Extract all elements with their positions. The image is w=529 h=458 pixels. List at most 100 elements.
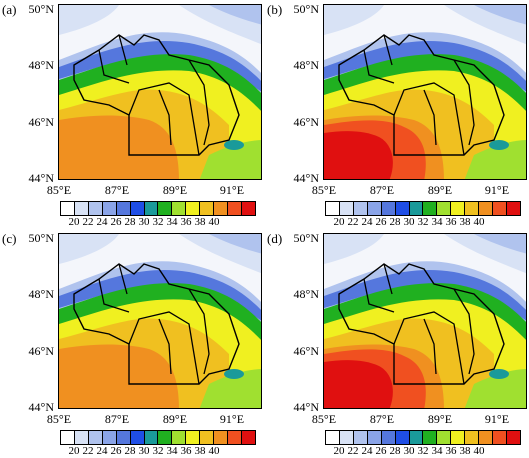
lon-label-91: 91°E [484,412,510,426]
panel-label: (c) [2,231,17,246]
colorbar-tick-label: 20 [333,445,345,457]
colorbar-tick-label: 22 [82,216,94,228]
colorbar-tick-label: 30 [138,216,150,228]
colorbar-tick-label: 36 [445,216,457,228]
colorbar-swatch [437,431,452,444]
colorbar-swatch [158,202,173,215]
colorbar-swatch [451,202,466,215]
colorbar-tick-label: 38 [459,216,471,228]
colorbar-swatch [172,431,187,444]
colorbar-swatch [214,431,229,444]
colorbar-swatch [437,202,452,215]
panel-b: (b) 50°N 48°N 46°N 44°N 85°E 87°E 89°E 9… [265,0,529,229]
colorbar-ticks: 20 22 24 26 28 30 32 34 36 38 40 [67,445,221,457]
colorbar-swatch [186,431,201,444]
colorbar-swatch [409,431,424,444]
map-field [59,234,261,408]
colorbar-swatch [479,431,494,444]
colorbar-tick-label: 28 [389,216,401,228]
lat-label-50: 50°N [293,2,319,16]
colorbar-swatch [88,431,103,444]
colorbar-swatch [381,431,396,444]
colorbar-swatch [228,431,242,444]
colorbar-swatch [367,202,382,215]
colorbar-swatch [326,202,340,215]
lat-label-48: 48°N [293,58,319,72]
colorbar-tick-label: 34 [431,216,443,228]
colorbar-tick-label: 34 [166,445,178,457]
map-field [59,5,261,179]
colorbar [325,430,521,445]
map-c [58,233,262,409]
colorbar-swatch [116,202,131,215]
colorbar-ticks: 20 22 24 26 28 30 32 34 36 38 40 [332,216,486,228]
lat-label-44: 44°N [28,400,54,414]
colorbar-tick-label: 28 [389,445,401,457]
lon-label-87: 87°E [369,412,395,426]
map-field [324,5,526,179]
colorbar-tick-label: 22 [347,216,359,228]
colorbar-tick-label: 24 [96,445,108,457]
colorbar-swatch [172,202,187,215]
colorbar-swatch [200,431,215,444]
lon-label-91: 91°E [219,183,245,197]
lon-label-89: 89°E [162,412,188,426]
colorbar-swatch [423,202,438,215]
lat-label-50: 50°N [28,231,54,245]
colorbar-swatch [339,202,354,215]
colorbar-tick-label: 40 [208,445,220,457]
lon-label-91: 91°E [484,183,510,197]
colorbar-tick-label: 32 [152,445,164,457]
colorbar-swatch [493,431,507,444]
lon-label-85: 85°E [311,183,337,197]
map-field [324,234,526,408]
colorbar-swatch [61,202,75,215]
colorbar-swatch [130,431,145,444]
colorbar-tick-label: 38 [194,445,206,457]
colorbar-tick-label: 34 [431,445,443,457]
colorbar-swatch [158,431,173,444]
colorbar-ticks: 20 22 24 26 28 30 32 34 36 38 40 [67,216,221,228]
lat-label-44: 44°N [293,171,319,185]
colorbar-swatch [465,202,480,215]
map-b [323,4,527,180]
lon-label-85: 85°E [46,412,72,426]
lat-label-46: 46°N [28,344,54,358]
colorbar-tick-label: 34 [166,216,178,228]
colorbar-tick-label: 38 [459,445,471,457]
colorbar-tick-label: 28 [124,445,136,457]
colorbar-swatch [423,431,438,444]
colorbar-swatch [326,431,340,444]
colorbar-swatch [395,202,410,215]
colorbar-ticks: 20 22 24 26 28 30 32 34 36 38 40 [332,445,486,457]
lat-label-50: 50°N [293,231,319,245]
colorbar-tick-label: 20 [333,216,345,228]
lat-label-44: 44°N [293,400,319,414]
lat-label-46: 46°N [293,115,319,129]
lat-label-50: 50°N [28,2,54,16]
colorbar-swatch [339,431,354,444]
colorbar-tick-label: 40 [208,216,220,228]
colorbar-swatch [493,202,507,215]
colorbar-swatch [116,431,131,444]
colorbar-swatch [451,431,466,444]
colorbar-swatch [353,431,368,444]
lon-label-89: 89°E [427,183,453,197]
lon-label-91: 91°E [219,412,245,426]
map-a [58,4,262,180]
panel-label: (b) [267,2,283,17]
colorbar-swatch [74,431,89,444]
colorbar-tick-label: 22 [82,445,94,457]
colorbar-tick-label: 30 [403,216,415,228]
colorbar-tick-label: 40 [473,445,485,457]
colorbar-swatch [465,431,480,444]
colorbar-swatch [186,202,201,215]
colorbar-tick-label: 32 [417,445,429,457]
colorbar-swatch [506,431,520,444]
colorbar-tick-label: 24 [361,216,373,228]
colorbar-tick-label: 28 [124,216,136,228]
colorbar-swatch [241,202,255,215]
lon-label-85: 85°E [46,183,72,197]
colorbar-swatch [353,202,368,215]
colorbar-swatch [367,431,382,444]
